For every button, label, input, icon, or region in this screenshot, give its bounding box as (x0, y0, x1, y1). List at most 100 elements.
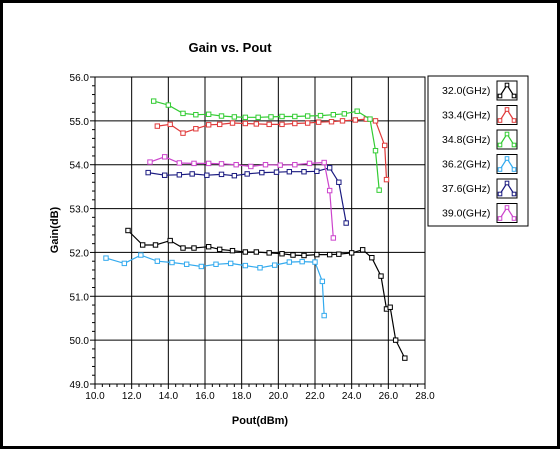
chart-title: Gain vs. Pout (188, 40, 272, 55)
data-point (227, 260, 234, 267)
data-point (233, 162, 239, 168)
data-point (198, 263, 205, 270)
series-2 (150, 98, 382, 193)
data-point (279, 113, 285, 120)
x-tick-label: 14.0 (159, 391, 179, 402)
data-point (231, 114, 238, 120)
data-point (312, 259, 318, 265)
data-point (354, 108, 360, 114)
data-point (242, 114, 249, 121)
legend-entry: 36.2(GHz) (442, 154, 518, 174)
legend-swatch-marker (511, 167, 517, 172)
data-point (161, 172, 168, 178)
data-point (266, 250, 272, 256)
data-point (341, 111, 348, 117)
series-0 (125, 227, 408, 361)
legend-swatch-marker (511, 191, 517, 197)
data-point (369, 254, 375, 261)
data-point (253, 249, 260, 255)
data-point (242, 262, 249, 269)
data-point (255, 114, 261, 121)
data-point (299, 258, 305, 265)
legend-swatch-marker (497, 191, 503, 197)
data-point (152, 242, 159, 248)
series-4 (145, 165, 349, 226)
data-point (326, 251, 333, 258)
legend-label: 39.0(GHz) (442, 208, 490, 220)
legend-label: 32.0(GHz) (442, 85, 490, 97)
data-point (189, 171, 195, 177)
data-point (359, 247, 366, 253)
data-point (121, 260, 128, 267)
legend-swatch-marker (511, 216, 517, 221)
data-point (301, 252, 307, 259)
legend-box (427, 75, 529, 227)
data-point (216, 246, 223, 253)
data-point (218, 113, 225, 119)
legend-label: 36.2(GHz) (442, 159, 490, 171)
grid-lines (95, 77, 425, 384)
data-point (383, 176, 390, 183)
data-point (376, 187, 382, 193)
data-point (339, 118, 346, 124)
y-tick-label: 55.0 (70, 117, 90, 128)
series-5 (147, 154, 337, 241)
data-point (205, 122, 212, 128)
data-point (330, 235, 337, 241)
legend: 32.0(GHz) 33.4(GHz) 34.8(GHz) 36.2(GHz) 37.6… (427, 75, 529, 227)
data-point (242, 120, 249, 127)
legend-swatch-marker (504, 107, 510, 112)
data-point (161, 154, 168, 160)
data-point (348, 250, 355, 256)
data-point (253, 121, 260, 127)
data-point (402, 355, 408, 361)
y-tick-label: 56.0 (70, 73, 90, 84)
data-point (378, 273, 384, 279)
data-point (213, 261, 219, 267)
data-point (304, 120, 311, 126)
x-tick-label: 26.0 (379, 391, 399, 402)
legend-swatch-marker (504, 180, 510, 186)
data-point (290, 252, 296, 258)
series-3 (103, 252, 327, 319)
data-point (314, 251, 320, 258)
legend-entry: 33.4(GHz) (442, 105, 518, 125)
data-point (193, 112, 199, 118)
data-point (336, 179, 342, 185)
legend-swatch-marker (504, 205, 510, 210)
data-point (279, 121, 285, 128)
data-point (218, 161, 225, 167)
x-tick-label: 16.0 (195, 391, 215, 402)
data-point (381, 142, 388, 149)
data-point (242, 249, 249, 255)
legend-entry: 37.6(GHz) (442, 178, 518, 199)
data-point (326, 187, 333, 194)
data-point (372, 147, 379, 154)
y-tick-label: 49.0 (70, 380, 90, 391)
y-tick-label: 52.0 (70, 248, 90, 259)
legend-entry: 32.0(GHz) (442, 80, 518, 101)
data-point (205, 111, 212, 117)
x-tick-label: 24.0 (342, 391, 362, 402)
data-point (392, 337, 399, 343)
data-point (229, 120, 236, 126)
data-point (229, 247, 236, 254)
data-point (154, 258, 161, 264)
x-tick-label: 12.0 (122, 391, 142, 402)
data-point (328, 119, 335, 125)
legend-swatch-marker (511, 118, 517, 123)
data-point (204, 172, 210, 178)
axis-ticks (90, 76, 426, 389)
data-point (367, 116, 373, 122)
legend-swatch-marker (497, 167, 503, 172)
x-tick-labels: 10.0 12.0 14.0 16.0 18.0 20.0 22.0 24.0 26.0 28.0 (85, 391, 435, 402)
data-point (176, 172, 183, 178)
legend-swatch-marker (511, 142, 517, 148)
data-point (330, 112, 337, 118)
legend-swatch-marker (504, 131, 510, 137)
data-point (279, 251, 285, 257)
data-point (301, 169, 307, 175)
data-point (167, 121, 173, 128)
x-tick-label: 10.0 (85, 391, 105, 402)
